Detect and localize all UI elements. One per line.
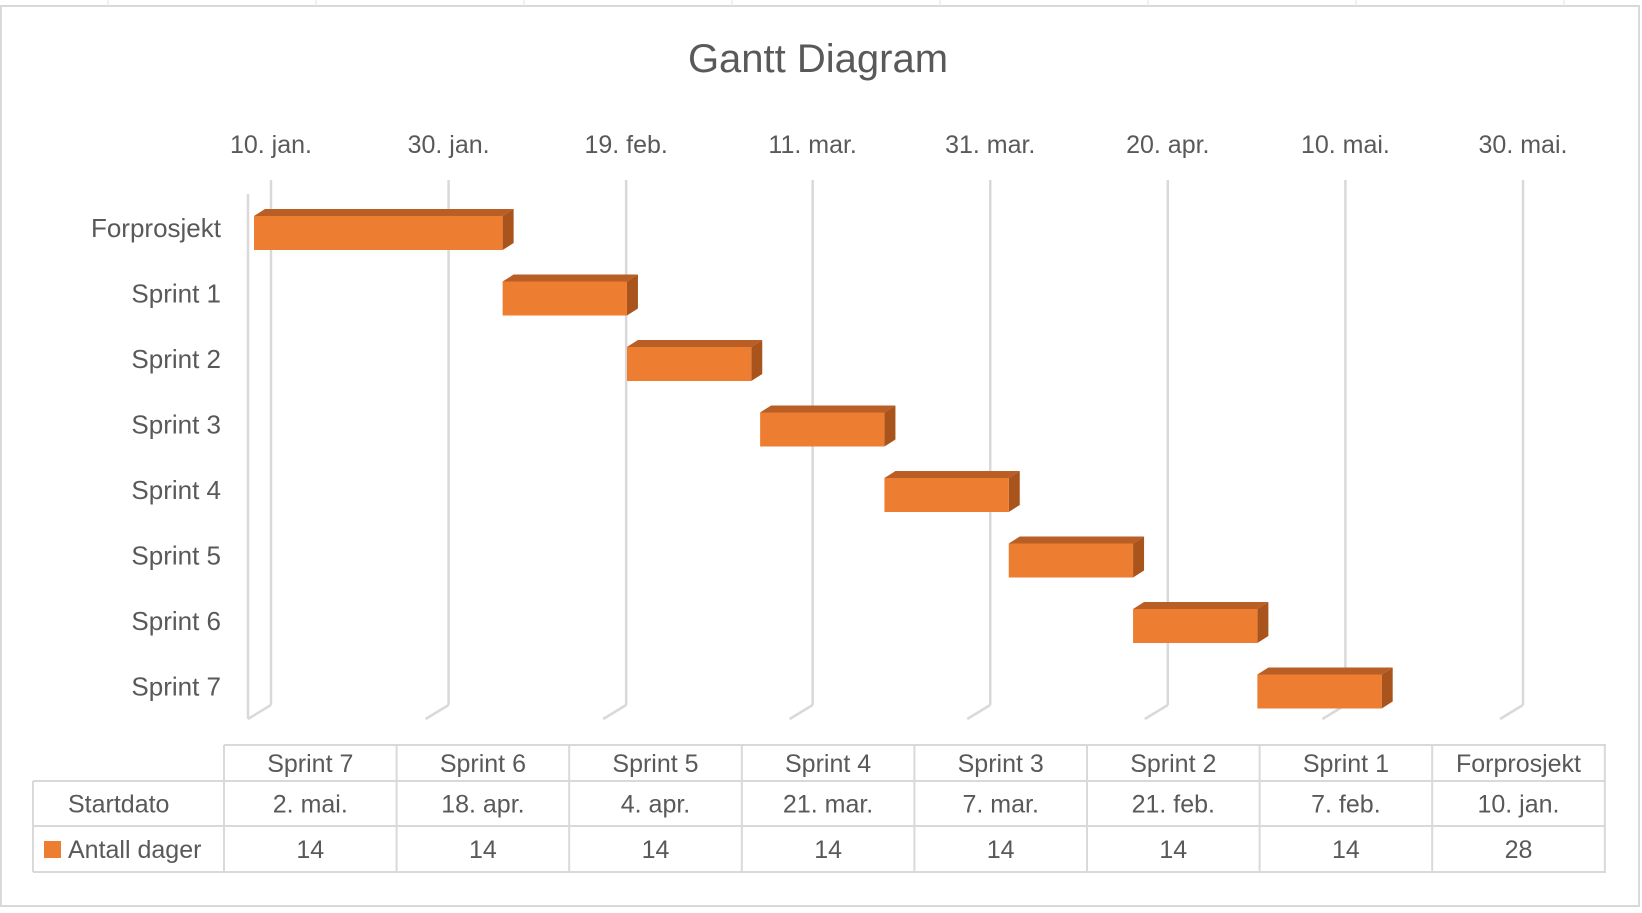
gridline-floor <box>602 703 627 721</box>
chart-area-border <box>0 5 1640 907</box>
x-tick-label: 19. feb. <box>584 131 667 159</box>
bar-side-face <box>1381 667 1393 709</box>
category-labels: Forprosjekt Sprint 1 Sprint 2 Sprint 3 Sprin… <box>91 213 222 702</box>
bar-top-face <box>760 405 896 413</box>
bar-top-face <box>626 340 763 347</box>
category-label: Sprint 7 <box>131 672 221 702</box>
table-row-label: Startdato <box>68 791 169 819</box>
bar-top-face <box>254 209 514 216</box>
table-column-header: Sprint 3 <box>958 750 1044 778</box>
table-cell: 7. feb. <box>1311 791 1381 819</box>
table-cell: 14 <box>296 836 324 864</box>
bar-top-face <box>1008 536 1145 544</box>
bar-side-face <box>1008 471 1020 512</box>
gantt-bar <box>760 405 896 447</box>
table-row-label: Antall dager <box>68 836 201 864</box>
gridline-floor <box>1144 703 1169 721</box>
table-column-header: Sprint 7 <box>267 750 353 778</box>
table-cell: 21. feb. <box>1132 791 1215 819</box>
category-label: Sprint 1 <box>131 279 221 309</box>
bar-top-face <box>502 274 638 282</box>
x-tick-label: 30. jan. <box>408 131 490 159</box>
table-cell: 14 <box>987 836 1015 864</box>
table-cell: 7. mar. <box>962 791 1038 819</box>
table-cell: 14 <box>814 836 842 864</box>
x-tick-label: 10. jan. <box>230 131 312 159</box>
table-column-header: Sprint 1 <box>1303 750 1389 778</box>
gridline-floor <box>1499 703 1524 721</box>
x-tick-label: 11. mar. <box>768 131 856 159</box>
table-cell: 28 <box>1505 836 1533 864</box>
bars <box>254 209 1393 709</box>
chart-title: Gantt Diagram <box>688 37 948 81</box>
sheet-gridlines <box>107 0 1565 6</box>
x-axis-tick-labels: 10. jan. 30. jan. 19. feb. 11. mar. 31. mar.… <box>230 131 1567 159</box>
table-cell: 4. apr. <box>621 791 691 819</box>
x-tick-label: 30. mai. <box>1479 131 1568 159</box>
gantt-bar <box>1008 536 1145 578</box>
table-column-header: Sprint 6 <box>440 750 526 778</box>
bar-front-face <box>884 478 1009 512</box>
bar-front-face <box>760 412 885 447</box>
category-label: Sprint 5 <box>131 541 221 571</box>
gantt-bar <box>1257 667 1393 709</box>
gantt-bar <box>1133 602 1269 643</box>
bar-front-face <box>626 347 752 381</box>
x-tick-label: 20. apr. <box>1126 131 1209 159</box>
bar-top-face <box>1133 602 1269 609</box>
bar-front-face <box>254 216 503 250</box>
bar-front-face <box>1008 543 1134 578</box>
category-label: Forprosjekt <box>91 213 222 243</box>
table-cell: 2. mai. <box>273 791 348 819</box>
bar-side-face <box>884 405 896 447</box>
bar-side-face <box>1257 602 1269 643</box>
bar-side-face <box>626 274 638 316</box>
bar-front-face <box>1133 609 1258 643</box>
category-label: Sprint 2 <box>131 344 221 374</box>
table-cell: 21. mar. <box>783 791 873 819</box>
table-column-header: Sprint 4 <box>785 750 871 778</box>
category-label: Sprint 4 <box>131 475 221 505</box>
table-cell: 14 <box>1159 836 1187 864</box>
data-table: Sprint 7 Sprint 6 Sprint 5 Sprint 4 Sprint 3… <box>32 744 1606 873</box>
gridline-floor <box>247 703 272 721</box>
table-cell: 14 <box>1332 836 1360 864</box>
bar-top-face <box>1257 667 1393 675</box>
table-column-header: Sprint 5 <box>612 750 698 778</box>
table-column-header: Sprint 2 <box>1130 750 1216 778</box>
gantt-bar <box>626 340 763 381</box>
bar-side-face <box>502 209 514 250</box>
bar-front-face <box>1257 674 1382 709</box>
x-tick-label: 10. mai. <box>1301 131 1390 159</box>
table-column-header: Forprosjekt <box>1456 750 1581 778</box>
category-label: Sprint 3 <box>131 410 221 440</box>
legend-key <box>44 841 61 858</box>
table-cell: 10. jan. <box>1477 791 1559 819</box>
table-cell: 14 <box>469 836 497 864</box>
gridline-floor <box>424 703 450 721</box>
category-label: Sprint 6 <box>131 606 221 636</box>
bar-side-face <box>1133 536 1145 578</box>
bar-front-face <box>502 281 627 316</box>
gridline-floor <box>966 703 991 721</box>
table-cell: 18. apr. <box>441 791 524 819</box>
bar-top-face <box>884 471 1020 478</box>
gridline-floor <box>788 703 814 721</box>
x-tick-label: 31. mar. <box>945 131 1035 159</box>
gantt-bar <box>254 209 514 250</box>
gantt-bar <box>502 274 638 316</box>
table-cell: 14 <box>642 836 670 864</box>
gantt-bar <box>884 471 1020 512</box>
bar-side-face <box>751 340 763 381</box>
